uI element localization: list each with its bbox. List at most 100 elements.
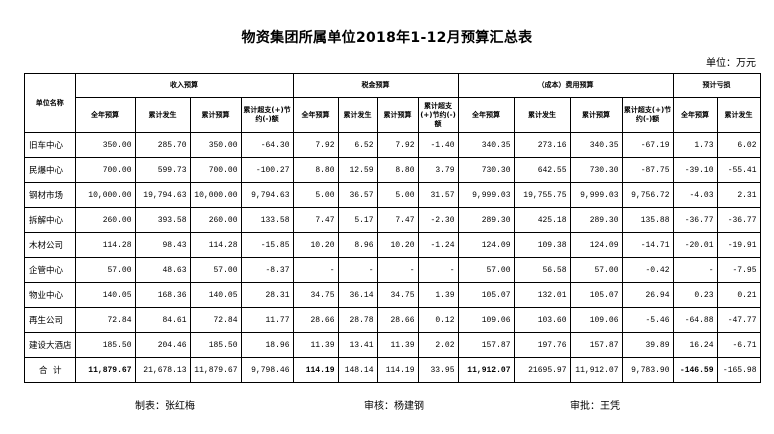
value-cell: 16.24 [672,332,718,358]
value-cell: 105.07 [569,282,623,308]
value-cell: 105.07 [457,282,515,308]
value-cell: 204.46 [134,332,191,358]
column-header: 全年预算 [457,97,515,133]
value-cell: 28.66 [292,307,339,333]
value-cell: 8.80 [376,157,419,183]
value-cell: 730.30 [569,157,623,183]
value-cell: 700.00 [189,157,242,183]
value-cell: 289.30 [569,207,623,233]
table-row: 建设大酒店 185.50 204.46 185.50 18.96 11.39 13.41 11… [24,332,761,358]
unit-label: 单位：万元 [706,58,756,69]
value-cell: 7.92 [376,132,419,158]
value-cell: -55.41 [716,157,761,183]
value-cell: 285.70 [134,132,191,158]
value-cell: 135.88 [621,207,674,233]
value-cell: 21695.97 [513,357,571,383]
value-cell: 33.95 [417,357,459,383]
value-cell: 260.00 [74,207,136,233]
value-cell: - [417,257,459,283]
value-cell: 8.96 [337,232,378,258]
value-cell: 31.57 [417,182,459,208]
column-header: 累计超支(+)节约(-)额 [240,97,294,133]
group-header-row: 单位名称 收入预算 税金预算 （成本）费用预算 预计亏损 [24,73,761,133]
table-row: 木材公司 114.28 98.43 114.28 -15.85 10.20 8.96 10.2… [24,232,761,258]
value-cell: 5.17 [337,207,378,233]
value-cell: 642.55 [513,157,571,183]
value-cell: 185.50 [74,332,136,358]
approved-by: 审批：王凭 [570,401,620,412]
unit-name-cell: 旧车中心 [24,132,76,158]
value-cell: 140.05 [74,282,136,308]
value-cell: 9,794.63 [240,182,294,208]
value-cell: 9,798.46 [240,357,294,383]
value-cell: 157.87 [457,332,515,358]
group-header: 收入预算 [74,73,294,98]
value-cell: 114.28 [74,232,136,258]
value-cell: -4.03 [672,182,718,208]
value-cell: 11,912.07 [457,357,515,383]
value-cell: 425.18 [513,207,571,233]
value-cell: 700.00 [74,157,136,183]
value-cell: 7.47 [292,207,339,233]
value-cell: -15.85 [240,232,294,258]
unit-name-cell: 民爆中心 [24,157,76,183]
value-cell: 6.52 [337,132,378,158]
value-cell: 114.19 [376,357,419,383]
value-cell: 148.14 [337,357,378,383]
value-cell: -39.10 [672,157,718,183]
value-cell: 57.00 [189,257,242,283]
value-cell: -47.77 [716,307,761,333]
table-row: 钢材市场 10,000.00 19,794.63 10,000.00 9,794.63 5… [24,182,761,208]
value-cell: 36.57 [337,182,378,208]
budget-summary-table: 单位名称 收入预算 税金预算 （成本）费用预算 预计亏损 全年预算 累计发生 累计预算 累计超支… [24,73,761,383]
column-header: 累计发生 [337,97,378,133]
value-cell: -7.95 [716,257,761,283]
column-header: 累计发生 [716,97,761,133]
value-cell: 39.89 [621,332,674,358]
value-cell: 7.92 [292,132,339,158]
value-cell: 36.14 [337,282,378,308]
value-cell: -36.77 [672,207,718,233]
value-cell: 18.96 [240,332,294,358]
value-cell: 132.01 [513,282,571,308]
value-cell: 11,879.67 [74,357,136,383]
unit-name-cell: 企管中心 [24,257,76,283]
table-row: 旧车中心 350.00 285.70 350.00 -64.30 7.92 6.52 7.92… [24,132,761,158]
column-header: 累计超支(+)节约(-)额 [417,97,459,133]
column-header: 累计发生 [513,97,571,133]
value-cell: 11.77 [240,307,294,333]
page-title: 物资集团所属单位2018年1-12月预算汇总表 [241,30,533,46]
value-cell: 56.58 [513,257,571,283]
reviewed-by: 审核：杨建钢 [364,401,424,412]
column-header: 累计预算 [189,97,242,133]
value-cell: -1.40 [417,132,459,158]
value-cell: 13.41 [337,332,378,358]
value-cell: -6.71 [716,332,761,358]
value-cell: 9,783.90 [621,357,674,383]
value-cell: 5.00 [376,182,419,208]
value-cell: 350.00 [74,132,136,158]
value-cell: 28.31 [240,282,294,308]
value-cell: 34.75 [376,282,419,308]
column-header: 累计超支(+)节约(-)额 [621,97,674,133]
value-cell: 0.12 [417,307,459,333]
table-row: 物业中心 140.05 168.36 140.05 28.31 34.75 36.14 34.… [24,282,761,308]
value-cell: - [292,257,339,283]
value-cell: 10.20 [292,232,339,258]
table-row: 再生公司 72.84 84.61 72.84 11.77 28.66 28.78 28.66 0… [24,307,761,333]
value-cell: 114.19 [292,357,339,383]
value-cell: 109.38 [513,232,571,258]
value-cell: 34.75 [292,282,339,308]
unit-name-header: 单位名称 [24,73,76,133]
value-cell: 21,678.13 [134,357,191,383]
unit-name-cell: 拆解中心 [24,207,76,233]
value-cell: -19.91 [716,232,761,258]
value-cell: 57.00 [457,257,515,283]
group-header: （成本）费用预算 [457,73,674,98]
unit-name-cell: 木材公司 [24,232,76,258]
value-cell: 6.02 [716,132,761,158]
value-cell: 5.00 [292,182,339,208]
value-cell: 109.06 [569,307,623,333]
value-cell: 350.00 [189,132,242,158]
value-cell: 109.06 [457,307,515,333]
